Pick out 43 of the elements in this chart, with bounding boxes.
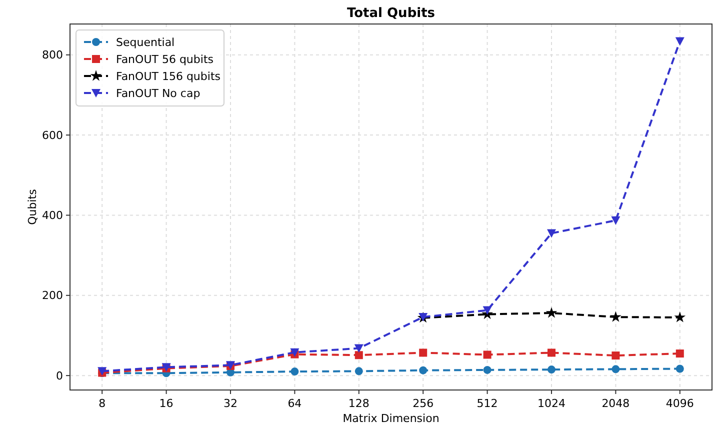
- y-tick-label: 400: [42, 209, 63, 222]
- x-axis-title: Matrix Dimension: [342, 412, 440, 425]
- point: [546, 307, 558, 318]
- point: [612, 365, 620, 374]
- y-tick-label: 200: [42, 289, 63, 302]
- x-tick-label: 32: [224, 397, 238, 410]
- x-tick-label: 16: [159, 397, 174, 410]
- x-tick-label: 2048: [602, 397, 630, 410]
- point: [354, 367, 363, 376]
- legend-label: FanOUT 56 qubits: [116, 52, 214, 66]
- x-tick-label: 256: [412, 397, 434, 410]
- point: [483, 350, 492, 359]
- point: [611, 216, 620, 225]
- point: [676, 350, 684, 358]
- point: [675, 37, 684, 46]
- point: [674, 311, 686, 322]
- point: [419, 348, 428, 357]
- x-tick-label: 64: [288, 397, 302, 410]
- point: [547, 229, 556, 238]
- y-tick-label: 800: [42, 48, 63, 62]
- chart-title: Total Qubits: [346, 6, 436, 21]
- x-tick-label: 512: [476, 397, 498, 410]
- legend-label: FanOUT 156 qubits: [116, 70, 221, 83]
- point: [610, 311, 622, 322]
- x-tick-label: 128: [348, 397, 370, 410]
- x-tick-label: 4096: [666, 397, 694, 410]
- x-tick-label: 8: [98, 397, 106, 410]
- point: [482, 306, 492, 315]
- point: [612, 352, 620, 360]
- point: [676, 364, 684, 373]
- point: [548, 348, 556, 357]
- point: [354, 351, 363, 360]
- legend-label: FanOUT No cap: [116, 86, 200, 100]
- point: [483, 366, 492, 374]
- point: [548, 366, 556, 374]
- point: [290, 368, 299, 376]
- y-tick-label: 0: [56, 369, 63, 382]
- y-axis-title: Qubits: [26, 188, 39, 225]
- legend-label: Sequential: [116, 36, 175, 49]
- point: [354, 344, 364, 353]
- point: [419, 366, 428, 374]
- x-tick-label: 1024: [538, 397, 566, 410]
- y-tick-label: 600: [42, 128, 63, 142]
